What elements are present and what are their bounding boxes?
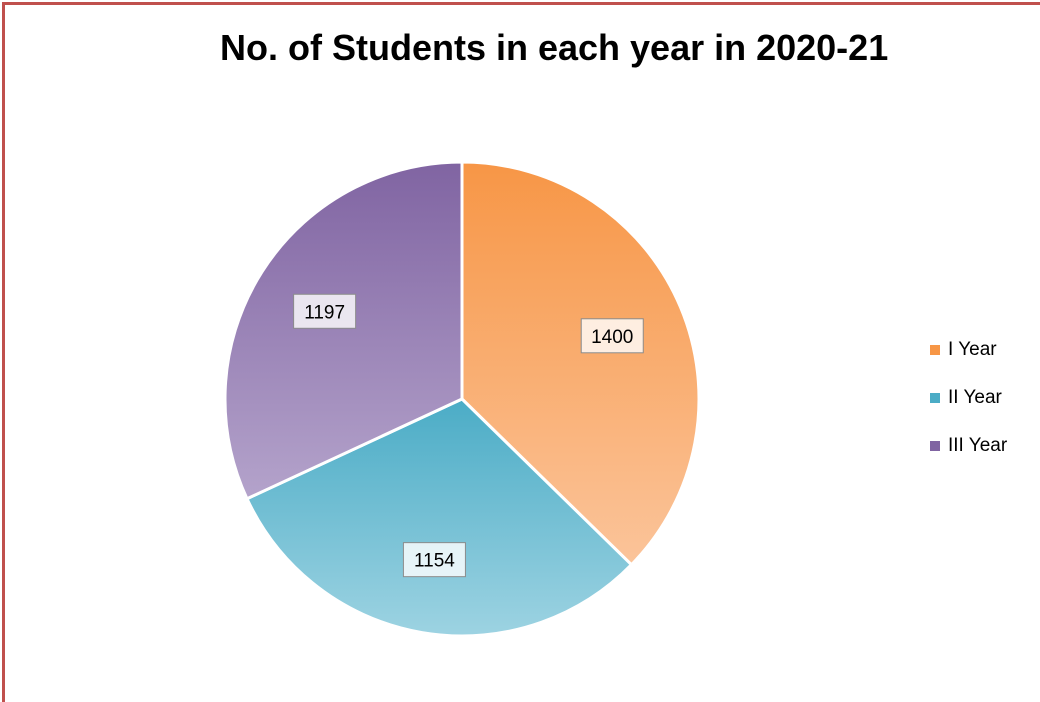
pie-slice-i-year (460, 160, 701, 567)
data-label-i-year: 1400 (580, 318, 644, 354)
data-label-ii-year: 1154 (402, 542, 466, 578)
data-label-text-iii-year: 1197 (304, 302, 345, 323)
data-label-box-iii-year (293, 293, 357, 329)
chart-title: No. of Students in each year in 2020-21 (220, 27, 889, 68)
legend-item-iii-year: III Year (930, 434, 1007, 458)
data-label-iii-year: 1197 (293, 293, 357, 329)
legend-swatch-ii-year (930, 393, 940, 403)
legend-item-ii-year: II Year (930, 386, 1007, 410)
legend-swatch-iii-year (930, 441, 940, 451)
data-label-box-i-year (580, 318, 644, 354)
legend-label-iii-year: III Year (948, 435, 1008, 456)
data-label-box-ii-year (402, 542, 466, 578)
legend: I Year II Year III Year (930, 338, 1007, 482)
data-label-text-ii-year: 1154 (414, 551, 455, 572)
legend-label-ii-year: II Year (948, 387, 1002, 408)
legend-label-i-year: I Year (948, 339, 997, 360)
data-label-text-i-year: 1400 (591, 327, 633, 348)
legend-item-i-year: I Year (930, 338, 1007, 362)
legend-swatch-i-year (930, 345, 940, 355)
pie-slice-iii-year (223, 160, 464, 501)
pie-slice-ii-year (245, 397, 634, 638)
